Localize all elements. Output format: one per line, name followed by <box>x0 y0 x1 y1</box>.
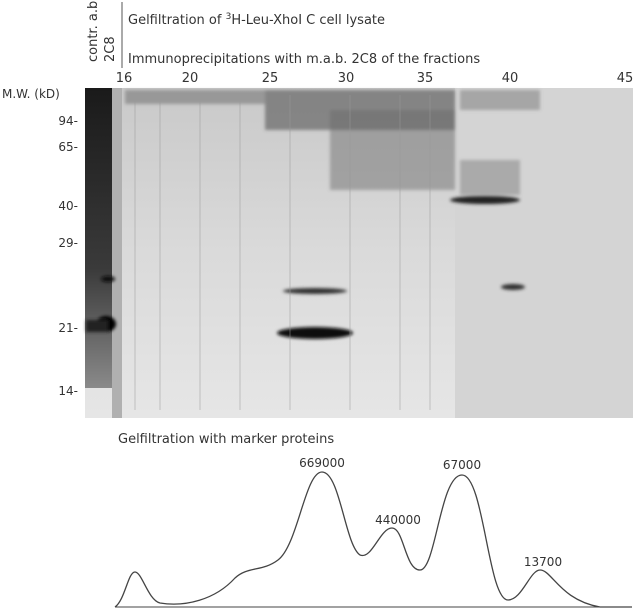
lane-label: 2C8 <box>103 36 118 62</box>
mw-marker: 14- <box>58 384 78 398</box>
peak-label: 13700 <box>524 555 562 569</box>
peak-label: 440000 <box>375 513 421 527</box>
gel <box>85 88 633 418</box>
mab-lane <box>112 88 122 418</box>
title-text: H-Leu-XhoI C cell lysate <box>231 13 385 28</box>
peak-label: 669000 <box>299 456 345 470</box>
mw-axis-label: M.W. (kD) <box>2 87 60 101</box>
fraction-label: 16 <box>116 71 133 86</box>
mw-marker: 94- <box>58 114 78 128</box>
fraction-label: 40 <box>502 71 519 86</box>
mw-marker: 65- <box>58 140 78 154</box>
fraction-label: 25 <box>262 71 279 86</box>
profile-title: Gelfiltration with marker proteins <box>118 432 334 447</box>
fraction-label: 45 <box>617 71 634 86</box>
figure-subtitle: Immunoprecipitations with m.a.b. 2C8 of … <box>128 52 480 67</box>
mw-marker: 21- <box>58 321 78 335</box>
fraction-label: 35 <box>417 71 434 86</box>
gel-panel <box>455 88 633 418</box>
lane-streaks <box>134 95 431 410</box>
figure-title: Gelfiltration of 3H-Leu-XhoI C cell lysa… <box>128 12 385 28</box>
title-superscript: 3 <box>226 12 232 22</box>
control-lane <box>85 88 112 388</box>
fraction-label: 20 <box>182 71 199 86</box>
title-text: Gelfiltration of <box>128 13 226 28</box>
peak-label: 67000 <box>443 458 481 472</box>
mw-marker: 40- <box>58 199 78 213</box>
mw-marker: 29- <box>58 236 78 250</box>
fraction-label: 30 <box>338 71 355 86</box>
lane-label: contr. a.b <box>86 1 101 62</box>
elution-profile <box>114 471 632 608</box>
